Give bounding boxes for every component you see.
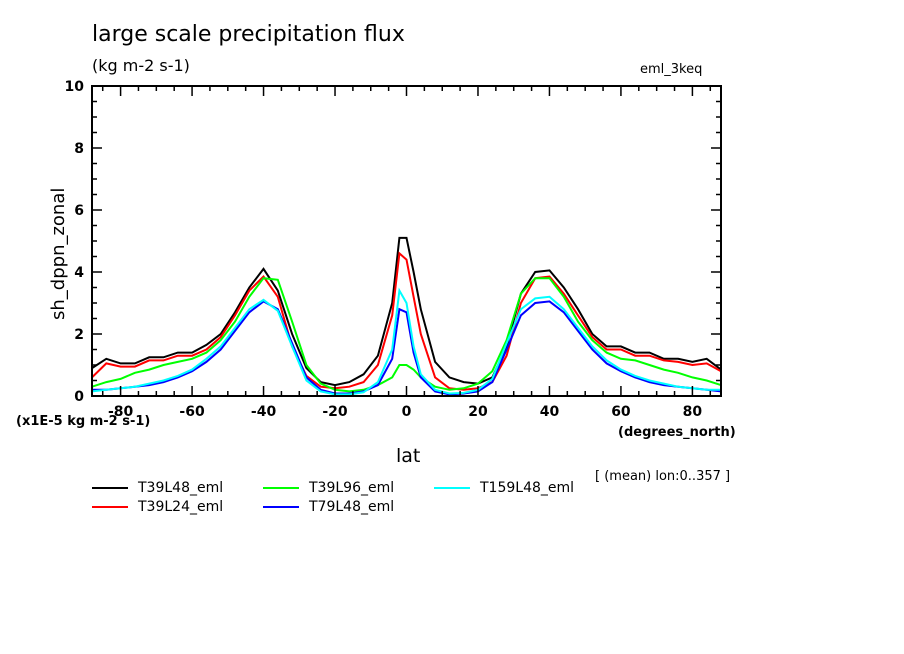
x-axis-units: (degrees_north) — [618, 425, 736, 440]
x-tick-label: -60 — [179, 404, 205, 420]
legend-label: T79L48_eml — [309, 499, 395, 515]
x-tick-label: 0 — [402, 404, 412, 420]
chart-title: large scale precipitation flux — [92, 22, 405, 47]
series-layer — [91, 236, 722, 396]
chart-units: (kg m-2 s-1) — [92, 56, 190, 75]
experiment-name: eml_3keq — [640, 62, 703, 77]
x-tick-label: -20 — [322, 404, 348, 420]
series-line-T39L48_eml — [91, 236, 722, 387]
y-tick-label: 6 — [74, 203, 84, 219]
x-tick-label: -40 — [251, 404, 277, 420]
legend-label: T159L48_eml — [480, 480, 575, 496]
y-tick-label: 2 — [74, 327, 84, 343]
x-tick-label: 40 — [540, 404, 560, 420]
x-tick-label: 60 — [611, 404, 631, 420]
series-line-T159L48_eml — [91, 287, 721, 396]
x-tick-label: 20 — [468, 404, 488, 420]
legend-item-T79L48_eml: T79L48_eml — [263, 499, 394, 515]
y-tick-label: 10 — [65, 79, 85, 95]
legend-item-T39L48_eml: T39L48_eml — [92, 480, 223, 496]
legend-swatch — [434, 487, 470, 489]
series-line-T39L96_eml — [91, 277, 722, 393]
mean-note: [ (mean) lon:0..357 ] — [595, 469, 731, 484]
legend-item-T159L48_eml: T159L48_eml — [434, 480, 574, 496]
legend-item-T39L24_eml: T39L24_eml — [92, 499, 223, 515]
series-line-T39L24_eml — [91, 251, 722, 391]
y-tick-label: 4 — [74, 265, 84, 281]
axes-layer: -80 -60 -40 -20 0 20 40 60 80 0 2 4 6 8 10 — [65, 79, 722, 420]
legend-swatch — [263, 487, 299, 489]
y-tick-label: 8 — [74, 141, 84, 157]
x-tick-label: -80 — [108, 404, 134, 420]
legend-label: T39L48_eml — [138, 480, 224, 496]
y-tick-label: 0 — [74, 389, 84, 405]
legend-item-T39L96_eml: T39L96_eml — [263, 480, 394, 496]
legend-swatch — [92, 506, 128, 508]
legend-swatch — [92, 487, 128, 489]
x-tick-label: 80 — [683, 404, 703, 420]
legend-swatch — [263, 506, 299, 508]
series-line-T79L48_eml — [92, 300, 722, 396]
legend-label: T39L96_eml — [309, 480, 395, 496]
scale-note: (x1E-5 kg m-2 s-1) — [16, 414, 151, 429]
x-axis-label: lat — [396, 445, 421, 467]
legend-label: T39L24_eml — [138, 499, 224, 515]
